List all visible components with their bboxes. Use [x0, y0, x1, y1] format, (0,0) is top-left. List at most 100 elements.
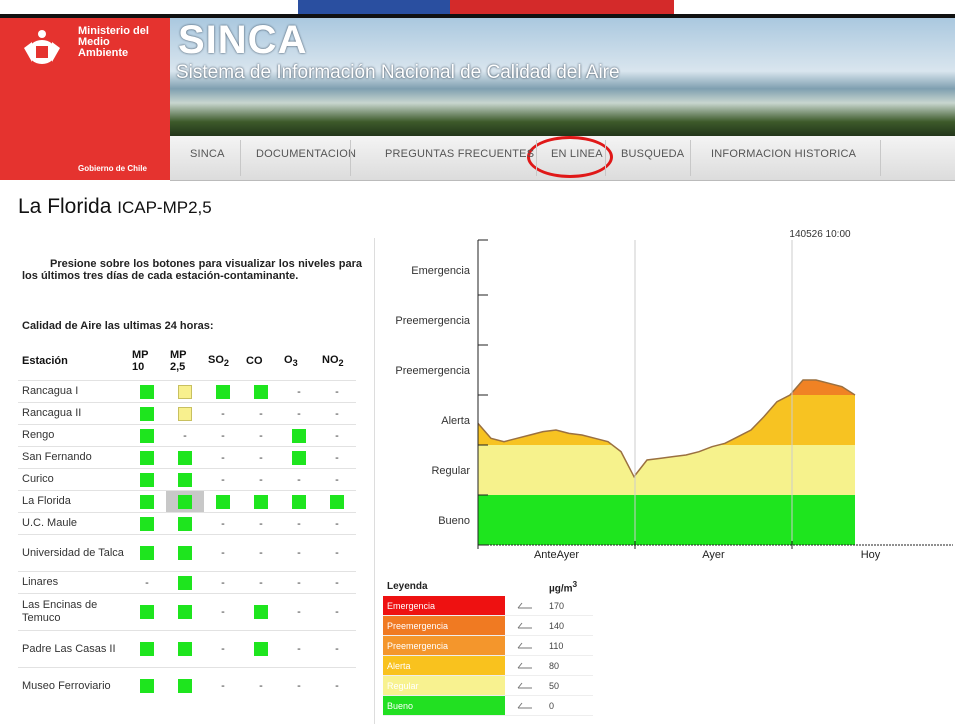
status-square[interactable] [178, 451, 192, 465]
status-cell[interactable] [166, 381, 204, 403]
nav-item[interactable]: DOCUMENTACION [256, 148, 356, 160]
station-name[interactable]: Rancagua II [18, 403, 128, 425]
station-name[interactable]: Rengo [18, 425, 128, 447]
status-square[interactable] [140, 517, 154, 531]
status-cell[interactable] [242, 381, 280, 403]
band-fill [478, 345, 855, 395]
coat-of-arms [18, 28, 66, 72]
status-square[interactable] [178, 495, 192, 509]
page-body: Ministerio delMedioAmbiente Gobierno de … [0, 0, 955, 724]
status-cell[interactable] [128, 425, 166, 447]
status-cell: - [242, 425, 280, 447]
status-cell[interactable] [204, 381, 242, 403]
status-square[interactable] [178, 605, 192, 619]
status-square[interactable] [140, 429, 154, 443]
status-cell[interactable] [166, 491, 204, 513]
nav-item[interactable]: SINCA [190, 148, 225, 160]
column-header: Estación [18, 342, 128, 381]
status-square[interactable] [140, 642, 154, 656]
status-cell[interactable] [128, 469, 166, 491]
nav-separator [690, 140, 691, 176]
status-square[interactable] [140, 385, 154, 399]
timestamp: 140526 10:00 [789, 229, 851, 240]
brand[interactable]: SINCA [178, 18, 307, 63]
status-cell[interactable] [166, 469, 204, 491]
status-cell[interactable] [242, 491, 280, 513]
status-cell[interactable] [166, 668, 204, 705]
status-cell[interactable] [128, 535, 166, 572]
status-cell[interactable] [128, 491, 166, 513]
status-cell[interactable] [318, 491, 356, 513]
status-cell[interactable] [128, 594, 166, 631]
status-square[interactable] [140, 451, 154, 465]
station-name[interactable]: San Fernando [18, 447, 128, 469]
status-square[interactable] [216, 385, 230, 399]
station-name[interactable]: Las Encinas de Temuco [18, 594, 128, 631]
status-cell: - [280, 535, 318, 572]
status-square[interactable] [292, 495, 306, 509]
legend-spacer [505, 573, 545, 596]
nav-item[interactable]: EN LINEA [551, 148, 603, 160]
status-square[interactable] [254, 605, 268, 619]
status-square[interactable] [178, 642, 192, 656]
status-cell[interactable] [128, 631, 166, 668]
status-cell: - [128, 572, 166, 594]
nav-item[interactable]: PREGUNTAS FRECUENTES [385, 148, 534, 160]
station-name[interactable]: La Florida [18, 491, 128, 513]
nav-item[interactable]: BUSQUEDA [621, 148, 684, 160]
status-square[interactable] [178, 576, 192, 590]
status-square[interactable] [140, 605, 154, 619]
status-square[interactable] [140, 407, 154, 421]
status-cell[interactable] [166, 572, 204, 594]
station-row: La Florida [18, 491, 356, 513]
status-cell[interactable] [242, 631, 280, 668]
status-square[interactable] [140, 473, 154, 487]
status-cell[interactable] [128, 381, 166, 403]
status-square[interactable] [178, 385, 192, 399]
status-cell[interactable] [166, 631, 204, 668]
station-name[interactable]: Rancagua I [18, 381, 128, 403]
status-square[interactable] [140, 679, 154, 693]
station-title: La Florida [18, 195, 111, 218]
status-square[interactable] [178, 517, 192, 531]
station-name[interactable]: Padre Las Casas II [18, 631, 128, 668]
status-cell[interactable] [166, 535, 204, 572]
status-square[interactable] [216, 495, 230, 509]
status-square[interactable] [140, 495, 154, 509]
status-cell[interactable] [242, 594, 280, 631]
status-square[interactable] [178, 473, 192, 487]
station-name[interactable]: Linares [18, 572, 128, 594]
flag-stripe [450, 0, 674, 14]
status-square[interactable] [292, 451, 306, 465]
status-square[interactable] [292, 429, 306, 443]
status-cell[interactable] [204, 491, 242, 513]
status-cell: - [242, 469, 280, 491]
station-name[interactable]: Universidad de Talca [18, 535, 128, 572]
status-cell[interactable] [280, 425, 318, 447]
status-cell[interactable] [166, 403, 204, 425]
station-name[interactable]: U.C. Maule [18, 513, 128, 535]
status-square[interactable] [178, 546, 192, 560]
status-cell[interactable] [128, 668, 166, 705]
status-cell[interactable] [280, 491, 318, 513]
status-square[interactable] [254, 495, 268, 509]
status-square[interactable] [254, 642, 268, 656]
band-fill [478, 245, 855, 295]
status-cell[interactable] [128, 403, 166, 425]
status-square[interactable] [330, 495, 344, 509]
nav-item[interactable]: INFORMACION HISTORICA [711, 148, 856, 160]
status-cell[interactable] [166, 513, 204, 535]
status-cell[interactable] [128, 513, 166, 535]
status-cell: - [204, 447, 242, 469]
station-name[interactable]: Curico [18, 469, 128, 491]
station-name[interactable]: Museo Ferroviario [18, 668, 128, 705]
status-square[interactable] [140, 546, 154, 560]
status-cell[interactable] [128, 447, 166, 469]
status-square[interactable] [178, 407, 192, 421]
status-cell[interactable] [166, 594, 204, 631]
status-square[interactable] [178, 679, 192, 693]
status-square[interactable] [254, 385, 268, 399]
status-cell[interactable] [280, 447, 318, 469]
status-cell[interactable] [166, 447, 204, 469]
